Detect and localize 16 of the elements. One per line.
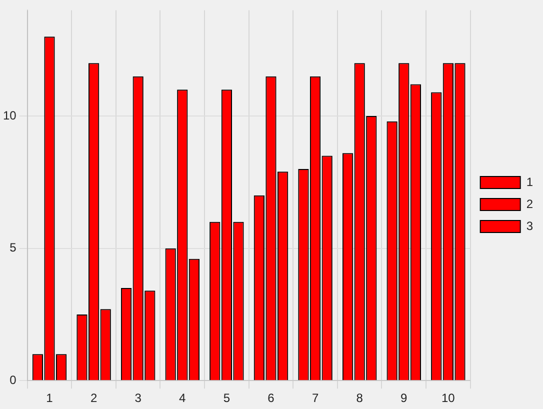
legend-label: 2	[526, 196, 534, 211]
legend-label: 1	[526, 174, 534, 189]
x-tick-label: 10	[442, 391, 456, 406]
x-tick-label: 9	[400, 391, 408, 406]
x-tick-label: 4	[179, 391, 186, 406]
x-tick-label: 1	[46, 391, 54, 406]
x-tick-label: 3	[134, 391, 142, 406]
x-tick-label: 8	[356, 391, 364, 406]
x-tick-label: 2	[90, 391, 98, 406]
x-tick-label: 7	[312, 391, 319, 406]
y-tick-label: 5	[10, 240, 17, 255]
y-tick-label: 10	[2, 108, 17, 122]
y-tick-label: 0	[10, 372, 17, 387]
x-tick-label: 5	[223, 391, 230, 406]
x-tick-label: 6	[268, 391, 275, 406]
legend-label: 3	[526, 218, 534, 233]
